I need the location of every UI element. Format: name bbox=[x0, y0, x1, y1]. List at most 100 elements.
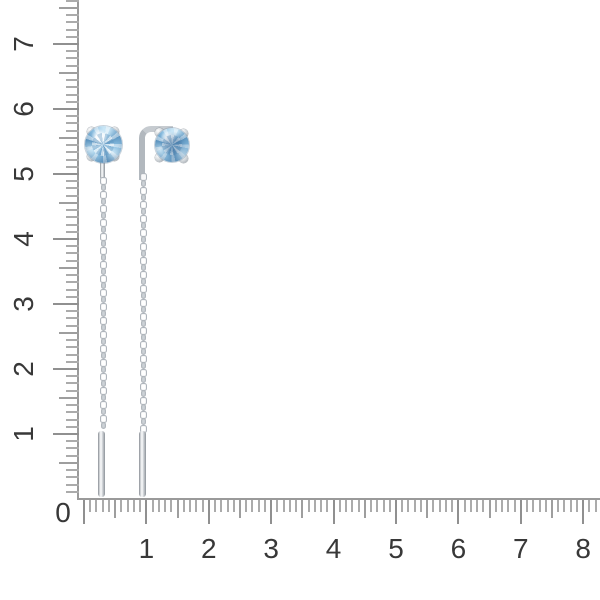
ruler-tick bbox=[107, 500, 110, 512]
ruler-tick bbox=[95, 500, 98, 512]
ruler-tick bbox=[376, 500, 379, 512]
ruler-tick bbox=[507, 500, 510, 512]
chain-link bbox=[140, 348, 147, 356]
ruler-tick bbox=[270, 500, 273, 524]
ruler-number: 1 bbox=[8, 426, 39, 442]
ruler-tick bbox=[494, 500, 497, 512]
ruler-tick bbox=[189, 500, 192, 512]
ruler-tick bbox=[66, 259, 79, 262]
ruler-tick bbox=[66, 209, 79, 212]
ruler-number: 6 bbox=[8, 101, 39, 117]
ruler-tick bbox=[59, 136, 79, 139]
ruler-tick bbox=[66, 57, 79, 60]
ruler-tick bbox=[66, 0, 79, 2]
chain-link bbox=[100, 324, 107, 332]
ruler-tick bbox=[295, 500, 298, 512]
ruler-tick bbox=[66, 50, 79, 53]
ruler-tick bbox=[66, 389, 79, 392]
ruler-tick bbox=[53, 433, 79, 435]
chain-link bbox=[100, 366, 107, 374]
ruler-tick bbox=[526, 500, 529, 512]
ruler-tick bbox=[120, 500, 123, 512]
ruler-tick bbox=[226, 500, 229, 512]
chain-link bbox=[100, 338, 107, 346]
ruler-number: 2 bbox=[201, 533, 217, 564]
ruler-tick bbox=[276, 500, 279, 512]
ruler-tick bbox=[345, 500, 348, 512]
ruler-tick bbox=[66, 288, 79, 291]
ruler-tick bbox=[66, 28, 79, 31]
ruler-number: 2 bbox=[8, 361, 39, 377]
ruler-tick bbox=[176, 500, 179, 518]
ruler-tick bbox=[332, 500, 335, 524]
ruler-tick bbox=[588, 500, 591, 512]
ruler-tick bbox=[66, 425, 79, 428]
ruler-tick bbox=[401, 500, 404, 512]
chain-link bbox=[100, 282, 107, 290]
ruler-tick bbox=[145, 500, 148, 524]
ruler-tick bbox=[164, 500, 167, 512]
ruler-tick bbox=[170, 500, 173, 512]
ruler-tick bbox=[66, 64, 79, 67]
ruler-tick bbox=[313, 500, 316, 512]
ruler-tick bbox=[288, 500, 291, 512]
ruler-number: 5 bbox=[388, 533, 404, 564]
ruler-number: 3 bbox=[263, 533, 279, 564]
ruler-tick bbox=[66, 476, 79, 479]
ruler-tick bbox=[66, 122, 79, 125]
ruler-tick bbox=[83, 500, 85, 524]
ruler-tick bbox=[66, 353, 79, 356]
ruler-tick bbox=[66, 230, 79, 233]
chain-link bbox=[140, 292, 147, 300]
ruler-tick bbox=[66, 281, 79, 284]
chain-link bbox=[140, 180, 147, 188]
ruler-number: 3 bbox=[8, 296, 39, 312]
chain-link bbox=[140, 404, 147, 412]
chain-link bbox=[140, 278, 147, 286]
ruler-tick bbox=[66, 165, 79, 168]
ruler-number: 8 bbox=[575, 533, 591, 564]
gem-left bbox=[84, 126, 122, 163]
earring-post bbox=[100, 158, 105, 179]
ruler-tick bbox=[66, 144, 79, 147]
ruler-tick bbox=[66, 14, 79, 17]
ruler-tick bbox=[557, 500, 560, 512]
ruler-tick bbox=[59, 331, 79, 334]
ruler-tick bbox=[563, 500, 566, 512]
ruler-tick bbox=[53, 303, 79, 305]
ruler-tick bbox=[151, 500, 154, 512]
gem-right bbox=[155, 128, 189, 162]
ruler-tick bbox=[182, 500, 185, 512]
ruler-tick bbox=[245, 500, 248, 512]
ruler-tick bbox=[66, 86, 79, 89]
ruler-tick bbox=[66, 245, 79, 248]
chain-link bbox=[100, 198, 107, 206]
ruler-tick bbox=[66, 469, 79, 472]
ruler-tick bbox=[59, 201, 79, 204]
ruler-tick bbox=[239, 500, 241, 518]
ruler-tick bbox=[66, 151, 79, 154]
ruler-tick bbox=[220, 500, 223, 512]
ruler-tick bbox=[257, 500, 260, 512]
ruler-tick bbox=[66, 180, 79, 183]
chain-link bbox=[140, 194, 147, 202]
ruler-number: 1 bbox=[138, 533, 155, 564]
ruler-tick bbox=[251, 500, 254, 512]
chain-link bbox=[140, 222, 147, 230]
ruler-tick bbox=[66, 194, 79, 197]
ruler-tick bbox=[66, 295, 79, 298]
chain-link bbox=[140, 390, 147, 398]
ruler-tick bbox=[66, 252, 79, 255]
ruler-tick bbox=[59, 396, 79, 399]
ruler-tick bbox=[338, 500, 341, 512]
ruler-tick bbox=[432, 500, 435, 512]
ruler-tick bbox=[126, 500, 129, 512]
ruler-tick bbox=[53, 368, 79, 370]
ruler-tick bbox=[395, 500, 397, 524]
ruler-tick bbox=[207, 500, 210, 524]
ruler-tick bbox=[575, 500, 578, 512]
ruler-tick bbox=[66, 440, 79, 443]
ruler-tick bbox=[66, 360, 79, 363]
ruler-tick bbox=[370, 500, 373, 512]
chain-link bbox=[140, 320, 147, 328]
